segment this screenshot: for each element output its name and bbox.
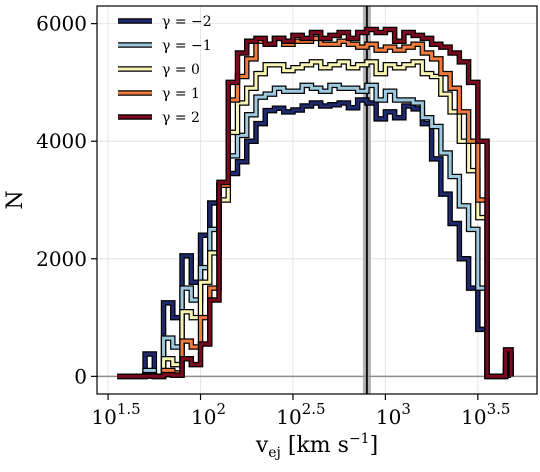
series-line-3 xyxy=(117,36,513,378)
y-tick-label: 6000 xyxy=(36,12,87,36)
x-tick-label: 102.5 xyxy=(276,400,325,429)
plot-background xyxy=(97,6,537,394)
x-tick-label: 103 xyxy=(376,400,411,429)
legend-label: γ = 1 xyxy=(162,86,200,102)
legend-label: γ = −2 xyxy=(162,14,212,30)
legend: γ = −2 γ = −1 γ = 0 γ = 1 γ = 2 xyxy=(118,14,212,126)
x-tick-label: 102 xyxy=(191,400,226,429)
series-line-2 xyxy=(117,60,513,378)
y-axis-ticks: 0 2000 4000 6000 xyxy=(36,12,97,388)
y-tick-label: 2000 xyxy=(36,247,87,271)
y-axis-label: N xyxy=(3,190,28,209)
reference-line xyxy=(362,6,371,394)
legend-label: γ = −1 xyxy=(162,38,212,54)
y-tick-label: 0 xyxy=(74,364,87,388)
x-tick-label: 101.5 xyxy=(91,400,140,429)
legend-label: γ = 0 xyxy=(162,62,200,78)
series-line-0 xyxy=(117,98,513,378)
series-line-1 xyxy=(117,83,513,378)
y-tick-label: 4000 xyxy=(36,129,87,153)
x-tick-label: 103.5 xyxy=(461,400,510,429)
legend-label: γ = 2 xyxy=(162,110,200,126)
series-group xyxy=(117,26,514,380)
x-axis-label: vej [km s−1] xyxy=(255,431,378,461)
series-line-4 xyxy=(117,28,513,378)
x-axis-ticks: 101.5 102 102.5 103 103.5 xyxy=(91,394,510,429)
plot-frame xyxy=(96,5,538,395)
